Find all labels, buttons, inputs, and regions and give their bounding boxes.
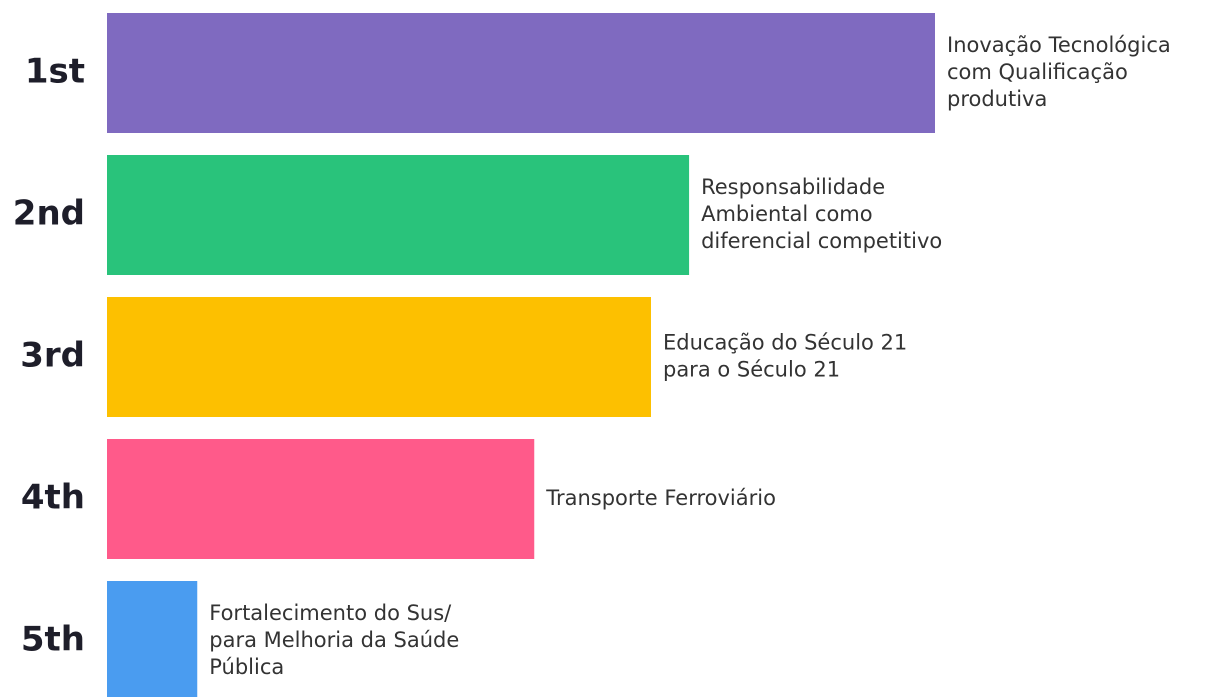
bar-label: Fortalecimento do Sus/ bbox=[209, 601, 452, 625]
bar-label: para o Século 21 bbox=[663, 358, 840, 382]
bar-label: com Qualificação bbox=[947, 60, 1128, 84]
bar bbox=[107, 297, 651, 417]
bar-label: Inovação Tecnológica bbox=[947, 33, 1171, 57]
rank-label: 2nd bbox=[13, 194, 85, 234]
bar bbox=[107, 439, 535, 559]
bar bbox=[107, 13, 935, 133]
bar-label: Ambiental como bbox=[701, 202, 873, 226]
rank-label: 1st bbox=[25, 52, 85, 92]
rank-label: 3rd bbox=[20, 336, 85, 376]
bar-label: Responsabilidade bbox=[701, 175, 885, 199]
rank-label: 5th bbox=[21, 620, 85, 660]
rank-label: 4th bbox=[21, 478, 85, 518]
bar-label: Pública bbox=[209, 655, 284, 679]
bar-label: para Melhoria da Saúde bbox=[209, 628, 459, 652]
bar-label: Transporte Ferroviário bbox=[545, 486, 776, 510]
bar-label: produtiva bbox=[947, 87, 1047, 111]
bar bbox=[107, 581, 198, 697]
bar-label: Educação do Século 21 bbox=[663, 331, 907, 355]
bar-label: diferencial competitivo bbox=[701, 229, 942, 253]
bar bbox=[107, 155, 690, 275]
